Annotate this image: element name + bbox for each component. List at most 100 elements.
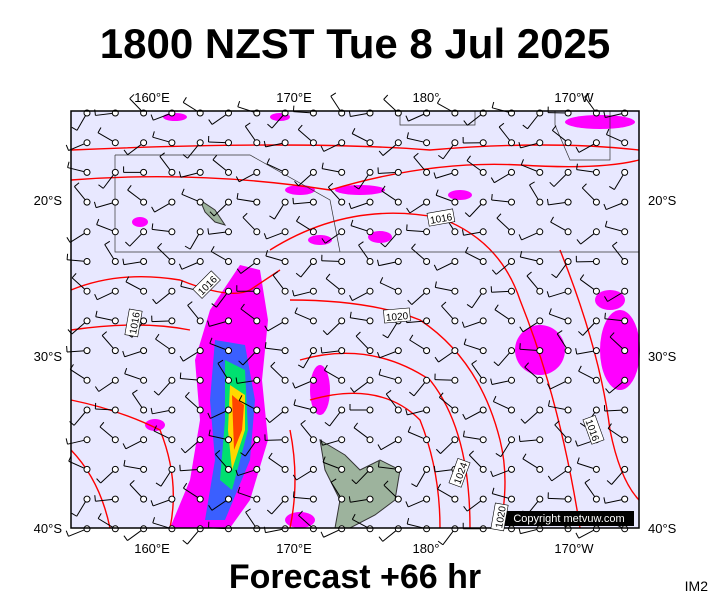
wind-barb-feather — [235, 469, 239, 476]
wind-station — [83, 376, 91, 384]
wind-barb-feather — [155, 333, 160, 340]
wind-station — [168, 287, 176, 295]
wind-station — [592, 495, 600, 503]
wind-barb-feather — [180, 280, 183, 287]
wind-barb-feather — [267, 123, 273, 129]
wind-station — [621, 168, 629, 176]
wind-barb-feather — [407, 426, 411, 433]
wind-station — [309, 168, 317, 176]
wind-barb-feather — [348, 202, 352, 209]
wind-barb-feather — [325, 273, 331, 279]
wind-barb-feather — [576, 239, 582, 245]
wind-barb-feather — [406, 518, 410, 525]
wind-barb-feather — [97, 513, 102, 519]
wind-station — [394, 495, 402, 503]
wind-station — [83, 287, 91, 295]
wind-barb-feather — [411, 243, 416, 249]
wind-barb-feather — [207, 412, 211, 419]
wind-barb-feather — [551, 125, 557, 131]
wind-barb-feather — [578, 365, 582, 372]
wind-barb-feather — [355, 331, 361, 337]
wind-barb-feather — [522, 453, 527, 460]
wind-station — [451, 436, 459, 444]
isobar-label-box — [582, 415, 605, 445]
wind-barb-feather — [323, 364, 328, 371]
wind-barb-feather — [461, 229, 464, 236]
wind-station — [338, 376, 346, 384]
wind-station — [451, 139, 459, 147]
wind-station — [225, 168, 232, 176]
wind-barb-feather — [321, 162, 324, 169]
wind-station — [479, 258, 487, 265]
wind-station — [621, 198, 629, 206]
wind-station — [451, 198, 459, 206]
wind-station — [564, 139, 572, 147]
wind-barb-feather — [300, 419, 306, 425]
wind-station — [366, 525, 374, 533]
wind-station — [281, 347, 289, 355]
wind-barb-feather — [461, 321, 465, 328]
wind-station — [592, 198, 600, 206]
wind-station — [394, 139, 402, 147]
wind-station — [394, 287, 402, 295]
wind-barb-feather — [66, 237, 71, 243]
wind-station — [309, 228, 317, 236]
wind-station — [366, 347, 374, 355]
wind-barb-feather — [546, 198, 549, 205]
new-zealand — [319, 439, 401, 529]
isobar-label-box — [124, 308, 143, 338]
lon-label-top: 170°W — [554, 90, 594, 105]
wind-station — [508, 376, 515, 384]
wind-station — [309, 317, 317, 325]
wind-barb-feather — [212, 154, 218, 161]
wind-barb-feather — [67, 161, 70, 168]
wind-barb-feather — [65, 144, 70, 151]
wind-barb-feather — [94, 294, 98, 300]
wind-barb-feather — [529, 181, 535, 186]
wind-station — [253, 198, 261, 206]
wind-barb-feather — [548, 308, 552, 315]
wind-barb-feather — [294, 307, 298, 314]
wind-barb-feather — [179, 355, 184, 362]
wind-station — [564, 228, 572, 236]
wind-station — [168, 347, 176, 355]
wind-barb-feather — [124, 367, 128, 374]
wind-station — [508, 465, 515, 473]
wind-barb-feather — [409, 334, 414, 341]
wind-barb-feather — [123, 149, 129, 156]
wind-barb-feather — [296, 215, 301, 222]
wind-barb-feather — [238, 395, 243, 401]
wind-barb-feather — [150, 407, 153, 414]
wind-barb-feather — [377, 351, 381, 358]
lat-label-right: 30°S — [648, 349, 677, 364]
wind-barb-feather — [298, 510, 303, 516]
wind-barb-feather — [349, 295, 353, 301]
wind-station — [394, 376, 402, 384]
wind-barb-feather — [549, 181, 555, 187]
wind-station — [253, 228, 261, 236]
wind-station — [281, 525, 289, 533]
wind-station — [366, 168, 374, 176]
wind-station — [253, 347, 261, 355]
lon-label-top: 170°E — [276, 90, 312, 105]
wind-station — [281, 228, 289, 236]
wind-barb-feather — [157, 242, 163, 248]
wind-station — [140, 139, 148, 147]
wind-barb-feather — [236, 268, 242, 274]
wind-station — [253, 139, 261, 147]
wind-barb-feather — [268, 452, 273, 459]
wind-barb-feather — [576, 457, 580, 464]
wind-barb-feather — [603, 497, 606, 504]
wind-barb-feather — [378, 150, 384, 156]
boundaries — [114, 111, 639, 253]
wind-station — [140, 228, 148, 236]
wind-barb-feather — [184, 245, 191, 250]
wind-barb-feather — [524, 362, 530, 368]
wind-barb-feather — [238, 360, 244, 366]
wind-barb-feather — [265, 417, 270, 423]
wind-station — [253, 376, 261, 384]
wind-barb-feather — [263, 233, 267, 240]
wind-station — [338, 168, 346, 176]
wind-barb-feather — [463, 338, 467, 345]
wind-barb-feather — [546, 291, 550, 298]
